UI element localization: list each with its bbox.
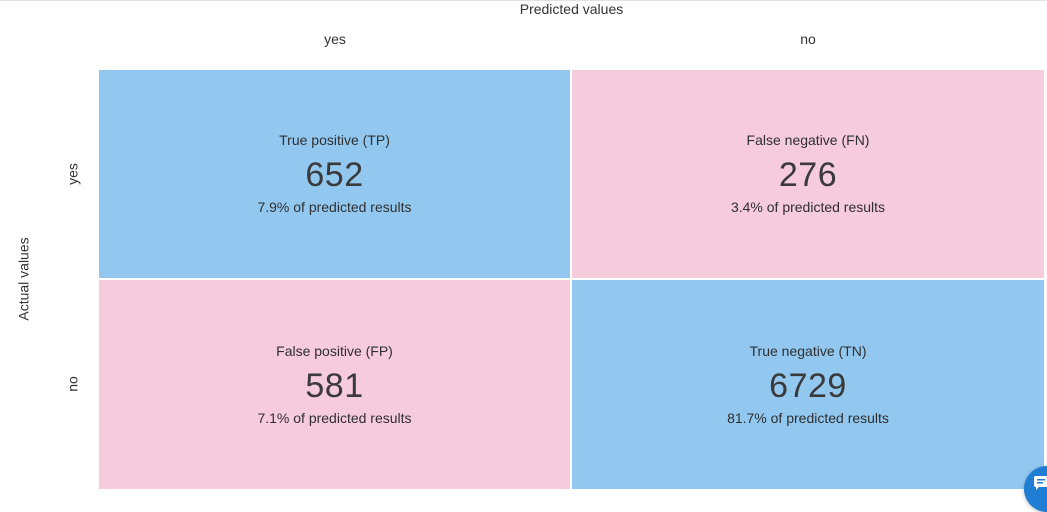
true-positive-title: True positive (TP) (279, 132, 390, 148)
chat-icon (1034, 476, 1047, 490)
row-label-no: no (64, 376, 81, 392)
top-divider (0, 0, 1047, 1)
column-label-yes: yes (324, 31, 346, 47)
false-positive-title: False positive (FP) (276, 342, 393, 359)
true-positive-cell: True positive (TP) 652 7.9% of predicted… (99, 70, 570, 278)
true-positive-count: 652 (305, 156, 364, 194)
column-label-no: no (800, 31, 816, 47)
false-negative-percent: 3.4% of predicted results (730, 199, 886, 215)
predicted-values-title: Predicted values (519, 1, 624, 17)
true-negative-title: True negative (TN) (749, 342, 867, 359)
false-negative-title: False negative (FN) (746, 132, 870, 148)
false-positive-cell: False positive (FP) 581 7.1% of predicte… (99, 280, 570, 489)
true-positive-percent: 7.9% of predicted results (257, 199, 412, 215)
true-negative-percent: 81.7% of predicted results (727, 409, 889, 426)
false-positive-count: 581 (305, 366, 364, 405)
row-label-yes: yes (64, 163, 81, 185)
false-negative-count: 276 (778, 156, 838, 194)
false-negative-cell: False negative (FN) 276 3.4% of predicte… (572, 70, 1044, 278)
true-negative-count: 6729 (769, 366, 847, 405)
true-negative-cell: True negative (TN) 6729 81.7% of predict… (572, 280, 1044, 489)
actual-values-title: Actual values (15, 237, 32, 321)
false-positive-percent: 7.1% of predicted results (257, 409, 412, 426)
